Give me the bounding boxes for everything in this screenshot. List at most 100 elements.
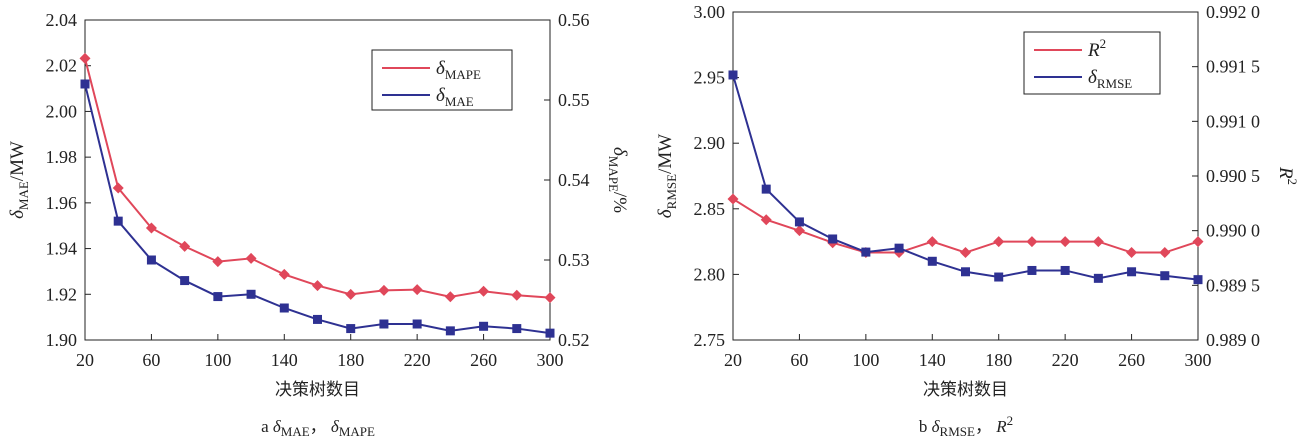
data-point — [961, 267, 970, 277]
data-point — [146, 255, 156, 265]
x-axis-label: 决策树数目 — [275, 380, 360, 400]
data-point — [727, 193, 739, 205]
chart-panel-b: 20 60 100 140 180 220 260 300 2.75 2.80 2.85 2.90 2.… — [655, 2, 1299, 439]
y-tick-label: 2.04 — [46, 10, 78, 30]
data-point — [760, 214, 772, 226]
data-point — [511, 289, 523, 301]
y-tick-label: 2.75 — [694, 330, 726, 350]
data-point — [1193, 275, 1203, 285]
data-point — [828, 234, 838, 244]
x-tick-label: 180 — [337, 350, 364, 370]
data-point — [80, 79, 90, 89]
legend-box — [371, 49, 513, 111]
y2-tick-label: 0.990 5 — [1206, 166, 1260, 186]
data-point — [794, 217, 804, 227]
data-point — [278, 268, 290, 280]
y-tick-label: 1.92 — [46, 284, 78, 304]
legend: δMAPE δMAE — [371, 49, 513, 111]
legend-entry: R2 — [1087, 36, 1106, 61]
y-axis-label: δRMSE/MW — [655, 134, 679, 218]
y-tick-label: 3.00 — [694, 2, 726, 22]
x-tick-label: 260 — [1118, 350, 1145, 370]
y2-axis-label: δMAPE/% — [606, 147, 630, 213]
y2-tick-label: 0.55 — [558, 90, 590, 110]
data-point — [544, 292, 556, 304]
series-line-mae — [84, 83, 551, 335]
chart-panel-a: 20 60 100 140 180 220 260 300 1.90 1.92 1.94 1.96 1.… — [7, 10, 630, 439]
data-point — [1059, 236, 1071, 248]
legend-box — [1023, 31, 1161, 95]
data-point — [79, 52, 91, 64]
data-point — [1027, 265, 1037, 275]
legend: R2 δRMSE — [1023, 31, 1161, 95]
data-point — [761, 184, 771, 194]
legend-entry: δMAPE — [436, 58, 481, 82]
x-tick-label: 140 — [919, 350, 946, 370]
data-point — [180, 276, 190, 286]
data-point — [793, 225, 805, 237]
x-tick-label: 220 — [1052, 350, 1079, 370]
y2-tick-label: 0.54 — [558, 170, 590, 190]
data-point — [345, 288, 357, 300]
x-tick-label: 60 — [142, 350, 160, 370]
data-point — [728, 70, 738, 80]
data-point — [313, 314, 322, 324]
data-point — [1126, 247, 1138, 259]
y2-tick-label: 0.991 0 — [1206, 111, 1260, 131]
y-tick-label: 2.90 — [694, 133, 726, 153]
data-point — [312, 280, 323, 292]
data-point — [1026, 236, 1038, 248]
data-point — [212, 256, 224, 268]
y2-tick-label: 0.989 5 — [1206, 275, 1260, 295]
data-point — [1160, 271, 1170, 281]
data-point — [927, 256, 937, 266]
x-tick-label: 20 — [724, 350, 742, 370]
y2-tick-label: 0.52 — [558, 330, 590, 350]
x-tick-label: 20 — [76, 350, 94, 370]
x-tick-label: 60 — [790, 350, 808, 370]
data-point — [113, 216, 123, 226]
y-tick-label: 1.98 — [46, 147, 78, 167]
y-tick-label: 2.80 — [694, 264, 726, 284]
data-point — [478, 285, 490, 297]
y-tick-label: 1.96 — [46, 193, 78, 213]
data-point — [1159, 247, 1171, 259]
data-point — [1092, 236, 1104, 248]
data-point — [346, 324, 356, 334]
x-axis-label: 决策树数目 — [923, 380, 1008, 400]
data-point — [1093, 273, 1103, 283]
y-tick-label: 2.95 — [694, 68, 726, 88]
x-tick-label: 140 — [271, 350, 298, 370]
y-tick-label: 2.02 — [46, 56, 78, 76]
data-point — [444, 291, 456, 303]
data-point — [246, 289, 256, 299]
legend-entry: δMAE — [436, 85, 474, 109]
x-tick-label: 300 — [537, 350, 564, 370]
data-point — [411, 284, 423, 296]
data-point — [1192, 236, 1204, 248]
y2-tick-label: 0.991 5 — [1206, 57, 1260, 77]
y2-tick-label: 0.56 — [558, 10, 590, 30]
y2-tick-label: 0.992 0 — [1206, 2, 1260, 22]
legend-entry: δRMSE — [1088, 67, 1132, 91]
y2-tick-label: 0.53 — [558, 250, 590, 270]
data-point — [445, 326, 455, 336]
data-point — [379, 319, 389, 329]
data-point — [179, 240, 191, 252]
data-point — [960, 247, 971, 259]
y-tick-label: 2.85 — [694, 199, 726, 219]
data-point — [1127, 267, 1137, 277]
data-point — [245, 252, 257, 264]
y-tick-label: 1.90 — [46, 330, 78, 350]
panel-caption: a δMAE， δMAPE — [261, 417, 375, 439]
data-point — [213, 292, 223, 302]
data-point — [512, 324, 522, 334]
data-point — [479, 321, 489, 331]
x-tick-label: 220 — [404, 350, 431, 370]
data-point — [1060, 265, 1070, 275]
x-tick-label: 100 — [204, 350, 231, 370]
y2-axis-label: R2 — [1275, 166, 1299, 185]
data-point — [994, 272, 1004, 282]
y2-tick-label: 0.990 0 — [1206, 221, 1260, 241]
